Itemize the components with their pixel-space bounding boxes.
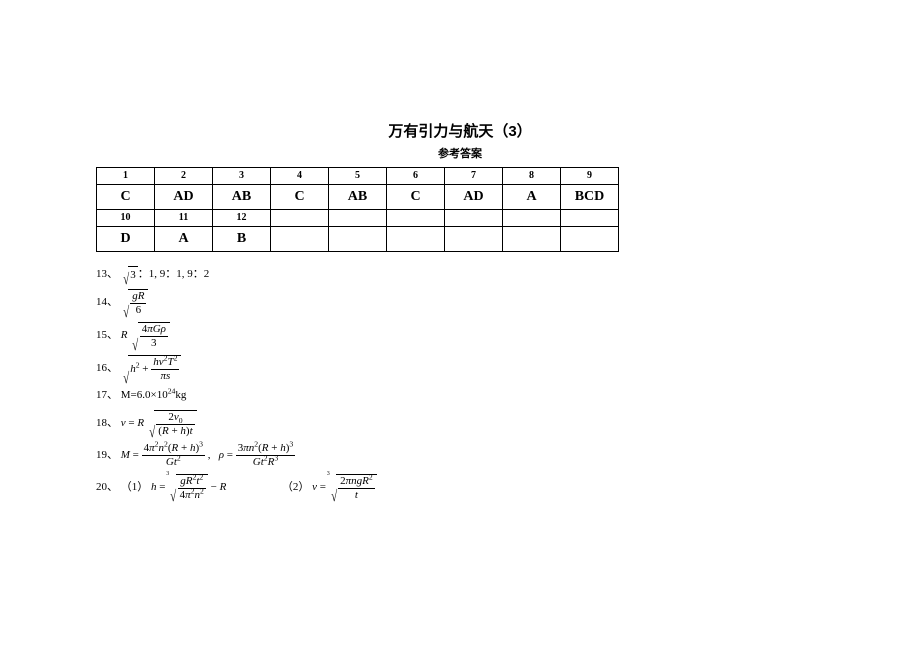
table-cell (271, 227, 329, 252)
list-item: 17、 M=6.0×1024kg (96, 388, 860, 404)
item-number: 17、 (96, 390, 118, 402)
table-cell: AB (329, 185, 387, 210)
table-cell: 11 (155, 210, 213, 227)
table-cell: C (97, 185, 155, 210)
table-cell: B (213, 227, 271, 252)
table-cell (387, 210, 445, 227)
table-cell (561, 227, 619, 252)
table-cell (445, 210, 503, 227)
item-number: 14、 (96, 296, 118, 308)
table-cell: AB (213, 185, 271, 210)
item-part: （1） (121, 481, 149, 493)
table-cell (329, 210, 387, 227)
table-row: D A B (97, 227, 619, 252)
item-number: 13、 (96, 268, 118, 280)
list-item: 14、 √ gR6 (96, 289, 860, 316)
table-cell: 3 (213, 168, 271, 185)
table-cell (445, 227, 503, 252)
item-text: ：1, 9：1, 9：2 (138, 268, 210, 280)
table-cell (329, 227, 387, 252)
list-item: 15、 R √ 4πGρ 3 (96, 322, 860, 349)
item-part: （2） (282, 481, 310, 493)
table-cell: 1 (97, 168, 155, 185)
answer-list: 13、 √3 ：1, 9：1, 9：2 14、 √ gR6 15、 R √ 4π… (96, 266, 860, 501)
table-cell (503, 210, 561, 227)
list-item: 20、 （1） h = 3√ gR2t2 4π2n2 − R （2） v = 3… (96, 474, 860, 501)
table-cell: D (97, 227, 155, 252)
table-cell: BCD (561, 185, 619, 210)
table-cell: C (387, 185, 445, 210)
list-item: 19、 M = 4π2n2(R + h)3 Gt2 , ρ = 3πn2(R +… (96, 443, 860, 468)
list-item: 13、 √3 ：1, 9：1, 9：2 (96, 266, 860, 283)
table-cell: AD (155, 185, 213, 210)
table-cell: 2 (155, 168, 213, 185)
answer-table: 1 2 3 4 5 6 7 8 9 C AD AB C AB C AD A BC… (96, 167, 619, 252)
page-subtitle: 参考答案 (60, 145, 860, 161)
table-cell: 7 (445, 168, 503, 185)
list-item: 16、 √ h2 + hv2T2 πs (96, 355, 860, 382)
table-cell (561, 210, 619, 227)
table-cell: 9 (561, 168, 619, 185)
table-cell: 8 (503, 168, 561, 185)
item-number: 19、 (96, 449, 118, 461)
item-number: 18、 (96, 417, 118, 429)
table-row: C AD AB C AB C AD A BCD (97, 185, 619, 210)
table-cell (387, 227, 445, 252)
list-item: 18、 v = R √ 2v0 (R + h)t (96, 410, 860, 437)
table-cell: AD (445, 185, 503, 210)
item-number: 16、 (96, 362, 118, 374)
table-cell: 12 (213, 210, 271, 227)
item-number: 15、 (96, 329, 118, 341)
table-cell: 6 (387, 168, 445, 185)
item-number: 20、 (96, 481, 118, 493)
table-cell: A (503, 185, 561, 210)
table-cell (271, 210, 329, 227)
table-row: 10 11 12 (97, 210, 619, 227)
table-cell: 4 (271, 168, 329, 185)
page-title: 万有引力与航天（3） (60, 120, 860, 141)
table-cell: A (155, 227, 213, 252)
table-cell: C (271, 185, 329, 210)
table-cell: 5 (329, 168, 387, 185)
table-row: 1 2 3 4 5 6 7 8 9 (97, 168, 619, 185)
table-cell (503, 227, 561, 252)
table-cell: 10 (97, 210, 155, 227)
